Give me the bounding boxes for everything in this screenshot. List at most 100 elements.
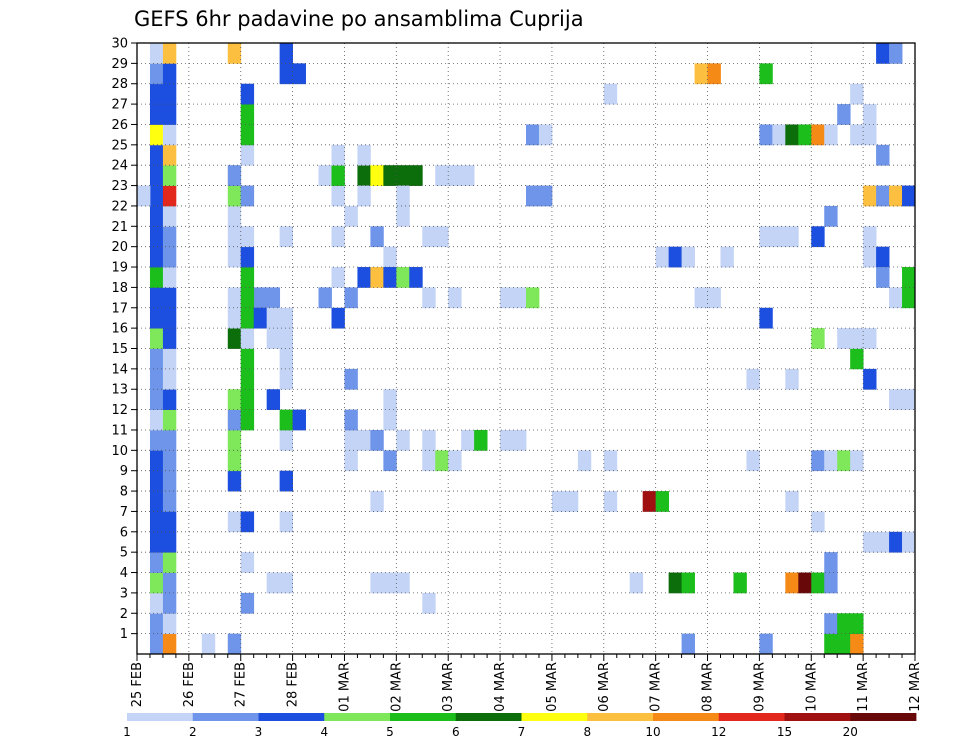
heatmap-cell: [850, 450, 864, 472]
heatmap-cell: [837, 633, 851, 655]
colorbar-swatch: [390, 713, 457, 721]
heatmap-cell: [642, 491, 657, 512]
heatmap-cell: [785, 491, 799, 512]
heatmap-cell: [435, 226, 449, 248]
heatmap-cell: [655, 246, 670, 268]
heatmap-cell: [876, 531, 890, 553]
x-tick-label: 04 MAR: [493, 662, 508, 712]
heatmap-cell: [383, 165, 397, 186]
heatmap-cell: [240, 124, 255, 146]
heatmap-cell: [227, 246, 242, 268]
heatmap-cell: [409, 267, 423, 288]
heatmap-cell: [694, 63, 708, 85]
heatmap-cell: [383, 267, 397, 288]
heatmap-cell: [331, 165, 345, 186]
heatmap-cell: [824, 633, 838, 655]
heatmap-cell: [551, 491, 566, 512]
x-tick-label: 05 MAR: [545, 662, 560, 712]
heatmap-cell: [798, 572, 812, 594]
y-tick-label: 3: [120, 586, 128, 601]
heatmap-cell: [513, 429, 527, 451]
heatmap-cell: [266, 328, 281, 349]
heatmap-cell: [240, 185, 255, 207]
y-tick-label: 6: [120, 525, 128, 540]
heatmap-cell: [149, 429, 164, 451]
colorbar-level-label: 20: [843, 725, 858, 739]
heatmap-cell: [357, 165, 371, 186]
heatmap-cell: [149, 470, 164, 492]
heatmap-cell: [344, 450, 358, 472]
heatmap-cell: [227, 633, 242, 655]
heatmap-cell: [227, 226, 242, 248]
heatmap-cell: [759, 124, 773, 146]
heatmap-cell: [227, 165, 242, 186]
heatmap-cell: [746, 368, 760, 390]
heatmap-cell: [422, 429, 436, 451]
x-tick-label: 02 MAR: [389, 662, 404, 712]
heatmap-cell: [538, 185, 553, 207]
heatmap-cell: [824, 124, 838, 146]
x-tick-label: 06 MAR: [597, 662, 612, 712]
heatmap-cell: [461, 165, 475, 186]
heatmap-cell: [798, 124, 812, 146]
heatmap-cell: [902, 185, 916, 207]
heatmap-cell: [785, 572, 799, 594]
heatmap-cell: [383, 450, 397, 472]
heatmap-cell: [344, 205, 358, 227]
heatmap-cell: [162, 83, 177, 105]
heatmap-cell: [240, 389, 255, 410]
y-tick-label: 8: [120, 485, 128, 500]
heatmap-cell: [357, 185, 371, 207]
heatmap-cell: [149, 185, 164, 207]
heatmap-cell: [383, 389, 397, 410]
y-tick-label: 22: [111, 199, 128, 214]
heatmap-cell: [422, 450, 436, 472]
y-tick-label: 20: [111, 240, 128, 255]
heatmap-cell: [435, 165, 449, 186]
heatmap-cell: [824, 613, 838, 635]
y-axis: 1234567891011121314151617181920212223242…: [111, 37, 137, 642]
heatmap-cell: [889, 389, 903, 410]
heatmap-cell: [824, 552, 838, 573]
heatmap-cell: [500, 287, 514, 309]
heatmap-cell: [149, 491, 164, 512]
heatmap-cells: [137, 43, 916, 655]
heatmap-cell: [279, 307, 293, 329]
colorbar-swatch: [258, 713, 325, 721]
heatmap-cell: [292, 409, 306, 431]
heatmap-cell: [279, 328, 293, 349]
chart-title: GEFS 6hr padavine po ansamblima Cuprija: [134, 7, 584, 31]
heatmap-cell: [370, 226, 384, 248]
colorbar-swatch: [718, 713, 785, 721]
heatmap-cell: [850, 83, 864, 105]
colorbar-level-label: 12: [711, 725, 726, 739]
heatmap-cell: [603, 491, 618, 512]
heatmap-cell: [227, 470, 242, 492]
heatmap-cell: [876, 246, 890, 268]
heatmap-cell: [850, 613, 864, 635]
heatmap-cell: [785, 368, 799, 390]
heatmap-cell: [162, 592, 177, 614]
heatmap-cell: [889, 531, 903, 553]
y-tick-label: 7: [120, 505, 128, 520]
heatmap-cell: [889, 287, 903, 309]
x-tick-label: 26 FEB: [182, 662, 197, 707]
heatmap-cell: [149, 572, 164, 594]
heatmap-cell: [668, 572, 682, 594]
heatmap-cell: [149, 633, 164, 655]
heatmap-cell: [162, 144, 177, 166]
heatmap-cell: [370, 165, 384, 186]
heatmap-cell: [279, 43, 293, 64]
colorbar-swatch: [127, 713, 194, 721]
heatmap-cell: [759, 307, 773, 329]
heatmap-cell: [240, 267, 255, 288]
heatmap-cell: [149, 246, 164, 268]
y-tick-label: 24: [111, 159, 128, 174]
y-tick-label: 26: [111, 118, 128, 133]
heatmap-cell: [876, 43, 890, 64]
heatmap-cell: [474, 429, 488, 451]
heatmap-cell: [681, 572, 695, 594]
y-tick-label: 13: [111, 383, 128, 398]
heatmap-cell: [240, 511, 255, 533]
colorbar-level-label: 4: [320, 725, 328, 739]
